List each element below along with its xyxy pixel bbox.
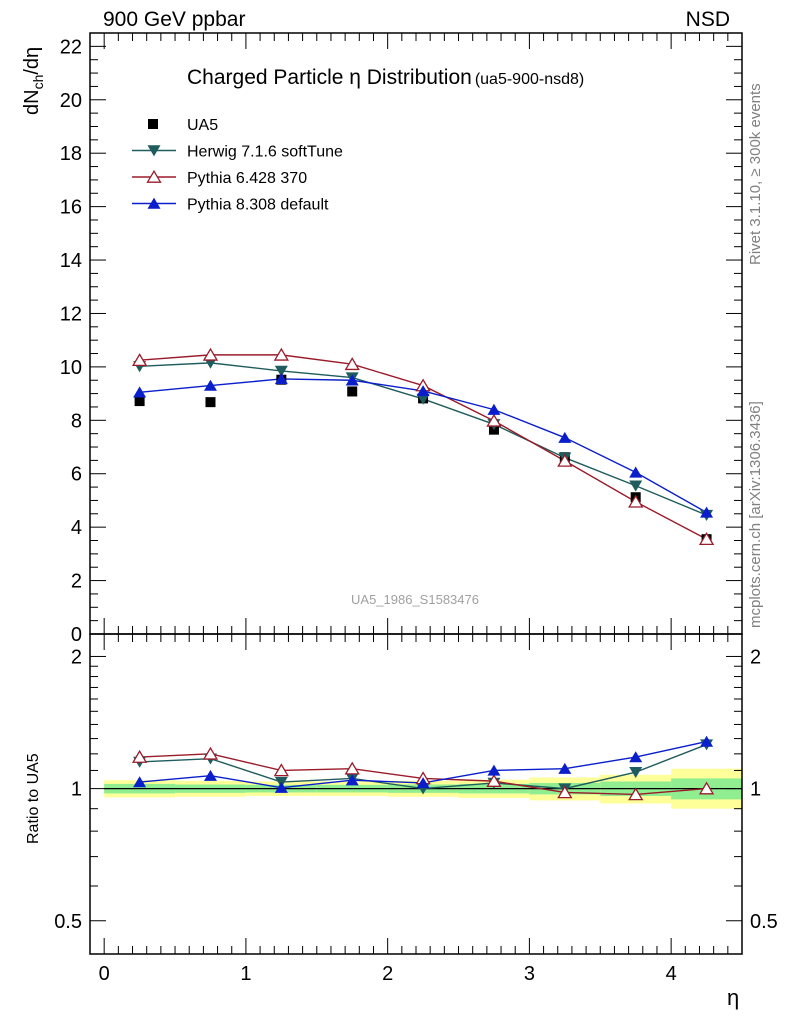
y-tick-label: 8 [71, 410, 82, 432]
ratio-y-axis-label: Ratio to UA5 [25, 753, 42, 844]
data-point-pythia-8-308-default [558, 431, 572, 443]
ratio-series [131, 735, 715, 801]
ratio-y-tick-label: 0.5 [54, 911, 82, 933]
y-tick-label: 18 [60, 143, 82, 165]
y-tick-label: 12 [60, 303, 82, 325]
legend-marker-pythia-6-428-370 [146, 169, 162, 183]
data-point-pythia-8-308-default [345, 374, 359, 386]
data-point-herwig-7-1-6-softtune [629, 480, 643, 492]
data-point-pythia-8-308-default [487, 403, 501, 415]
data-point-pythia-6-428-370 [344, 357, 360, 371]
watermark: UA5_1986_S1583476 [351, 592, 479, 607]
ratio-point-pythia-6-428-370 [344, 761, 360, 775]
data-point-herwig-7-1-6-softtune [274, 365, 288, 377]
x-axis-label: η [727, 985, 740, 1010]
header-left: 900 GeV ppbar [103, 8, 246, 31]
legend-marker-herwig-7-1-6-softtune [147, 145, 161, 157]
ratio-y-tick-label: 2 [71, 646, 82, 668]
y-tick-label: 0 [71, 624, 82, 646]
legend-label-pythia-6-428-370: Pythia 6.428 370 [187, 170, 307, 187]
chart-title: Charged Particle η Distribution (ua5-900-… [187, 66, 584, 90]
y-tick-label: 16 [60, 197, 82, 219]
ratio-point-pythia-8-308-default [133, 776, 147, 788]
ratio-point-pythia-8-308-default [274, 781, 288, 793]
main-y-axis-label-sub: ch [30, 75, 46, 90]
x-tick-label: 4 [666, 963, 677, 985]
y-tick-label: 22 [60, 36, 82, 58]
data-point-pythia-6-428-370 [486, 413, 502, 427]
y-tick-label: 2 [71, 571, 82, 593]
header-right: NSD [685, 8, 730, 31]
main-y-axis-label: dNch/dη [21, 47, 46, 115]
legend-label-ua5: UA5 [187, 117, 218, 134]
legend-marker-pythia-8-308-default [147, 197, 161, 209]
data-point-herwig-7-1-6-softtune [416, 393, 430, 405]
data-point-ua5 [347, 386, 358, 397]
data-point-pythia-8-308-default [203, 379, 217, 391]
main-series [131, 347, 715, 546]
ratio-point-pythia-6-428-370 [557, 785, 573, 799]
ratio-point-pythia-6-428-370 [273, 763, 289, 777]
x-tick-label: 2 [382, 963, 393, 985]
y-tick-label: 4 [71, 517, 82, 539]
ratio-point-pythia-8-308-default [558, 762, 572, 774]
data-point-pythia-8-308-default [133, 386, 147, 398]
data-point-pythia-8-308-default [629, 466, 643, 478]
ratio-point-pythia-6-428-370 [202, 746, 219, 760]
x-tick-label: 1 [240, 963, 251, 985]
y-tick-label: 14 [60, 250, 82, 272]
ratio-point-pythia-8-308-default [416, 777, 430, 789]
chart-title-text: Charged Particle η Distribution [187, 66, 472, 89]
data-point-pythia-6-428-370 [557, 453, 573, 467]
data-point-pythia-6-428-370 [273, 347, 289, 361]
mcplots-label: mcplots.cern.ch [arXiv:1306.3436] [747, 401, 764, 628]
x-tick-label: 0 [99, 963, 110, 985]
ratio-y-tick-label-right: 1 [750, 779, 761, 801]
legend-marker-ua5 [148, 119, 158, 129]
ratio-y-tick-label: 1 [71, 779, 82, 801]
data-point-pythia-8-308-default [700, 506, 714, 518]
data-point-pythia-6-428-370 [698, 532, 715, 546]
ratio-point-pythia-8-308-default [487, 764, 501, 776]
ratio-point-pythia-8-308-default [203, 769, 217, 781]
ratio-y-tick-label-right: 0.5 [750, 911, 778, 933]
data-point-pythia-6-428-370 [131, 353, 148, 367]
ratio-point-pythia-8-308-default [629, 751, 643, 763]
data-point-ua5 [134, 396, 145, 407]
ratio-point-pythia-6-428-370 [698, 781, 715, 795]
legend-label-herwig-7-1-6-softtune: Herwig 7.1.6 softTune [187, 144, 343, 161]
ratio-y-tick-label-right: 2 [750, 646, 761, 668]
legend: UA5 Herwig 7.1.6 softTune Pythia 6.428 370… [132, 117, 343, 214]
y-tick-label: 6 [71, 464, 82, 486]
data-point-pythia-6-428-370 [202, 347, 219, 361]
ratio-point-pythia-6-428-370 [131, 749, 148, 763]
data-point-pythia-6-428-370 [628, 494, 644, 508]
ratio-point-pythia-8-308-default [345, 774, 359, 786]
ratio-point-herwig-7-1-6-softtune [629, 766, 643, 779]
ratio-point-pythia-6-428-370 [628, 787, 644, 801]
ratio-point-pythia-8-308-default [700, 735, 714, 747]
y-tick-label: 10 [60, 357, 82, 379]
x-tick-label: 3 [524, 963, 535, 985]
data-point-pythia-8-308-default [416, 385, 430, 397]
ratio-point-pythia-6-428-370 [486, 773, 502, 787]
legend-label-pythia-8-308-default: Pythia 8.308 default [187, 197, 329, 214]
y-tick-label: 20 [60, 90, 82, 112]
axis-ticks [90, 32, 743, 954]
chart-subtitle: (ua5-900-nsd8) [474, 71, 585, 88]
data-point-ua5 [205, 397, 216, 408]
rivet-label: Rivet 3.1.10, ≥ 300k events [747, 83, 764, 265]
data-point-pythia-8-308-default [274, 373, 288, 385]
